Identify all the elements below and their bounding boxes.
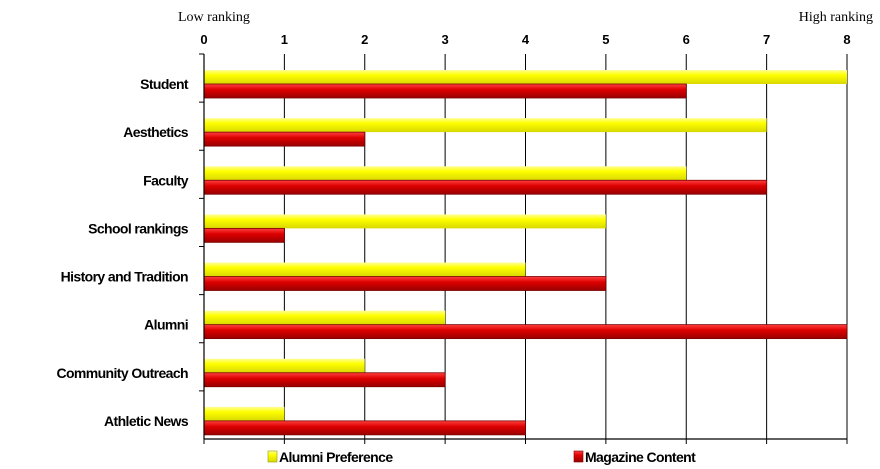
alumni-preference-bar	[204, 406, 285, 421]
alumni-preference-bar	[204, 310, 446, 325]
magazine-content-bar	[203, 276, 607, 291]
magazine-content-bar	[203, 179, 768, 195]
x-tick-label: 0	[200, 32, 207, 47]
category-label: Community Outreach	[56, 365, 188, 381]
legend: Alumni Preference Magazine Content	[267, 449, 697, 465]
high-ranking-note: High ranking	[799, 10, 873, 25]
x-tick-label: 8	[843, 32, 850, 47]
x-axis-ticks: 0 1 2 3 4 5 6 7 8	[200, 32, 851, 444]
alumni-preference-bar	[204, 262, 526, 277]
magazine-content-bar	[203, 324, 848, 340]
x-tick-label: 1	[281, 32, 288, 47]
category-label: History and Tradition	[61, 269, 188, 285]
x-tick-label: 2	[361, 32, 368, 47]
category-label: Aesthetics	[123, 124, 189, 140]
x-tick-label: 5	[602, 32, 609, 47]
alumni-preference-bar	[204, 214, 606, 229]
category-labels: Student Aesthetics Faculty School rankings H…	[56, 76, 189, 429]
category-label: Student	[140, 76, 189, 92]
axes	[199, 53, 847, 440]
magazine-content-bar	[203, 227, 285, 243]
legend-swatch	[573, 450, 584, 463]
category-label: Faculty	[143, 172, 189, 188]
magazine-content-bar	[203, 83, 687, 99]
x-tick-label: 4	[522, 32, 530, 47]
magazine-content-bar	[203, 420, 526, 436]
alumni-preference-bar	[204, 358, 365, 373]
bars	[203, 70, 848, 436]
legend-label: Magazine Content	[585, 449, 696, 465]
magazine-content-bar	[203, 131, 366, 147]
category-label: Alumni	[144, 317, 188, 333]
x-tick-label: 7	[763, 32, 770, 47]
legend-label: Alumni Preference	[279, 449, 393, 465]
alumni-preference-bar	[204, 166, 687, 181]
low-ranking-note: Low ranking	[178, 10, 250, 25]
x-tick-label: 6	[683, 32, 690, 47]
legend-swatch	[267, 450, 278, 463]
category-label: Athletic News	[104, 413, 189, 429]
alumni-preference-bar	[204, 118, 767, 133]
x-tick-label: 3	[442, 32, 449, 47]
category-label: School rankings	[88, 220, 189, 236]
magazine-content-bar	[203, 372, 446, 388]
alumni-preference-bar	[204, 70, 847, 84]
